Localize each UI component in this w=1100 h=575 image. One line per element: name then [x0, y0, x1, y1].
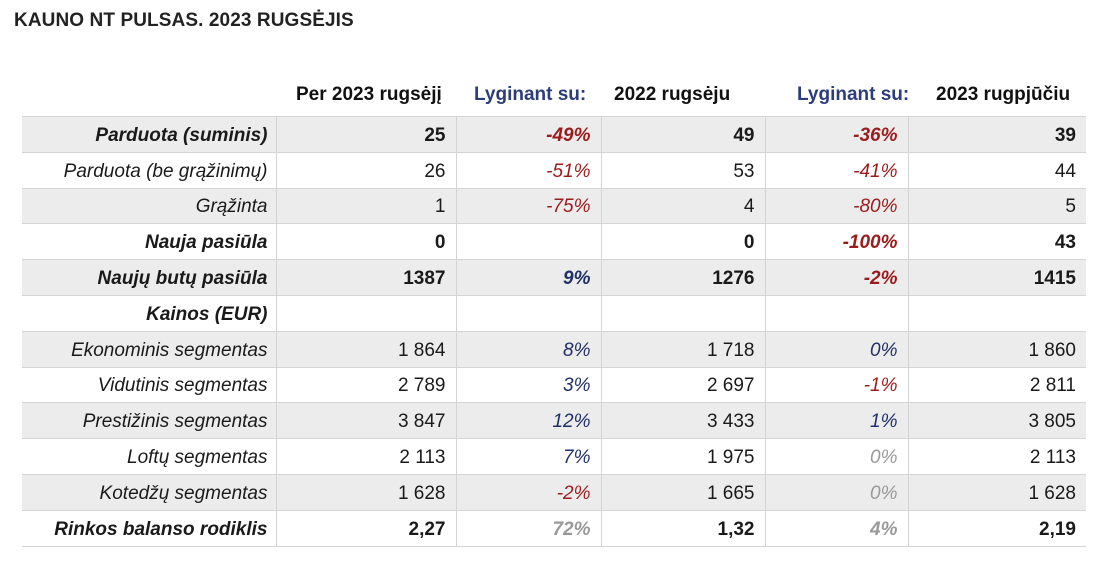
header-2022-rugseju: 2022 rugsėju	[614, 84, 730, 108]
change-vs-2022: -51%	[456, 152, 601, 188]
value-2023-aug	[908, 295, 1086, 331]
change-vs-2022: 72%	[456, 510, 601, 546]
value-2023-sep: 1387	[276, 260, 456, 296]
change-vs-aug: -80%	[765, 188, 908, 224]
value-2023-aug: 2,19	[908, 510, 1086, 546]
value-2023-sep: 1 628	[276, 474, 456, 510]
value-2023-aug: 2 811	[908, 367, 1086, 403]
row-label: Kainos (EUR)	[22, 295, 276, 331]
change-vs-2022: 8%	[456, 331, 601, 367]
change-vs-2022: -75%	[456, 188, 601, 224]
value-2023-aug: 44	[908, 152, 1086, 188]
change-vs-2022	[456, 295, 601, 331]
page-title: KAUNO NT PULSAS. 2023 RUGSĖJIS	[14, 10, 354, 32]
value-2023-aug: 1415	[908, 260, 1086, 296]
row-label: Vidutinis segmentas	[22, 367, 276, 403]
table-row: Ekonominis segmentas 1 864 8% 1 718 0% 1 860	[22, 331, 1086, 367]
change-vs-aug: -41%	[765, 152, 908, 188]
row-label: Naujų butų pasiūla	[22, 260, 276, 296]
value-2023-aug: 1 860	[908, 331, 1086, 367]
value-2023-aug: 3 805	[908, 403, 1086, 439]
value-2023-aug: 43	[908, 224, 1086, 260]
data-table: Parduota (suminis) 25 -49% 49 -36% 39 Parduota…	[22, 116, 1086, 547]
header-per-2023-rugsejj: Per 2023 rugsėjį	[296, 84, 442, 108]
value-2022-sep: 0	[601, 224, 765, 260]
change-vs-aug: -1%	[765, 367, 908, 403]
value-2022-sep: 4	[601, 188, 765, 224]
row-label: Ekonominis segmentas	[22, 331, 276, 367]
value-2022-sep	[601, 295, 765, 331]
table-row: Kotedžų segmentas 1 628 -2% 1 665 0% 1 628	[22, 474, 1086, 510]
table-row: Grąžinta 1 -75% 4 -80% 5	[22, 188, 1086, 224]
change-vs-aug: -100%	[765, 224, 908, 260]
value-2023-sep: 0	[276, 224, 456, 260]
change-vs-2022	[456, 224, 601, 260]
value-2022-sep: 1 975	[601, 439, 765, 475]
value-2023-aug: 5	[908, 188, 1086, 224]
table-row: Nauja pasiūla 0 0 -100% 43	[22, 224, 1086, 260]
row-label: Prestižinis segmentas	[22, 403, 276, 439]
row-label: Parduota (be grąžinimų)	[22, 152, 276, 188]
table-row: Naujų butų pasiūla 1387 9% 1276 -2% 1415	[22, 260, 1086, 296]
row-label: Rinkos balanso rodiklis	[22, 510, 276, 546]
change-vs-aug: 1%	[765, 403, 908, 439]
value-2023-sep: 2,27	[276, 510, 456, 546]
value-2023-sep: 25	[276, 117, 456, 153]
row-label: Grąžinta	[22, 188, 276, 224]
value-2023-aug: 1 628	[908, 474, 1086, 510]
change-vs-2022: -2%	[456, 474, 601, 510]
value-2023-aug: 39	[908, 117, 1086, 153]
value-2023-sep: 2 113	[276, 439, 456, 475]
change-vs-2022: 7%	[456, 439, 601, 475]
value-2022-sep: 2 697	[601, 367, 765, 403]
change-vs-aug	[765, 295, 908, 331]
change-vs-2022: 9%	[456, 260, 601, 296]
table-row: Prestižinis segmentas 3 847 12% 3 433 1% 3 80…	[22, 403, 1086, 439]
table-row: Rinkos balanso rodiklis 2,27 72% 1,32 4% 2,19	[22, 510, 1086, 546]
table-row: Parduota (be grąžinimų) 26 -51% 53 -41% 44	[22, 152, 1086, 188]
row-label: Parduota (suminis)	[22, 117, 276, 153]
value-2023-sep: 26	[276, 152, 456, 188]
header-2023-rugpjuciu: 2023 rugpjūčiu	[936, 84, 1070, 108]
value-2023-aug: 2 113	[908, 439, 1086, 475]
change-vs-aug: 0%	[765, 439, 908, 475]
row-label: Loftų segmentas	[22, 439, 276, 475]
change-vs-aug: -2%	[765, 260, 908, 296]
table-row: Vidutinis segmentas 2 789 3% 2 697 -1% 2 811	[22, 367, 1086, 403]
header-compare-1: Lyginant su:	[474, 84, 586, 108]
table-row: Loftų segmentas 2 113 7% 1 975 0% 2 113	[22, 439, 1086, 475]
value-2023-sep: 3 847	[276, 403, 456, 439]
row-label: Nauja pasiūla	[22, 224, 276, 260]
value-2022-sep: 1 665	[601, 474, 765, 510]
table-row: Parduota (suminis) 25 -49% 49 -36% 39	[22, 117, 1086, 153]
value-2022-sep: 49	[601, 117, 765, 153]
value-2023-sep	[276, 295, 456, 331]
value-2023-sep: 1	[276, 188, 456, 224]
change-vs-aug: 0%	[765, 474, 908, 510]
change-vs-aug: 0%	[765, 331, 908, 367]
value-2022-sep: 53	[601, 152, 765, 188]
value-2022-sep: 1276	[601, 260, 765, 296]
header-compare-2: Lyginant su:	[797, 84, 909, 108]
value-2022-sep: 3 433	[601, 403, 765, 439]
change-vs-2022: -49%	[456, 117, 601, 153]
change-vs-2022: 12%	[456, 403, 601, 439]
row-label: Kotedžų segmentas	[22, 474, 276, 510]
value-2022-sep: 1,32	[601, 510, 765, 546]
change-vs-2022: 3%	[456, 367, 601, 403]
value-2023-sep: 2 789	[276, 367, 456, 403]
value-2022-sep: 1 718	[601, 331, 765, 367]
change-vs-aug: 4%	[765, 510, 908, 546]
table-row: Kainos (EUR)	[22, 295, 1086, 331]
value-2023-sep: 1 864	[276, 331, 456, 367]
change-vs-aug: -36%	[765, 117, 908, 153]
